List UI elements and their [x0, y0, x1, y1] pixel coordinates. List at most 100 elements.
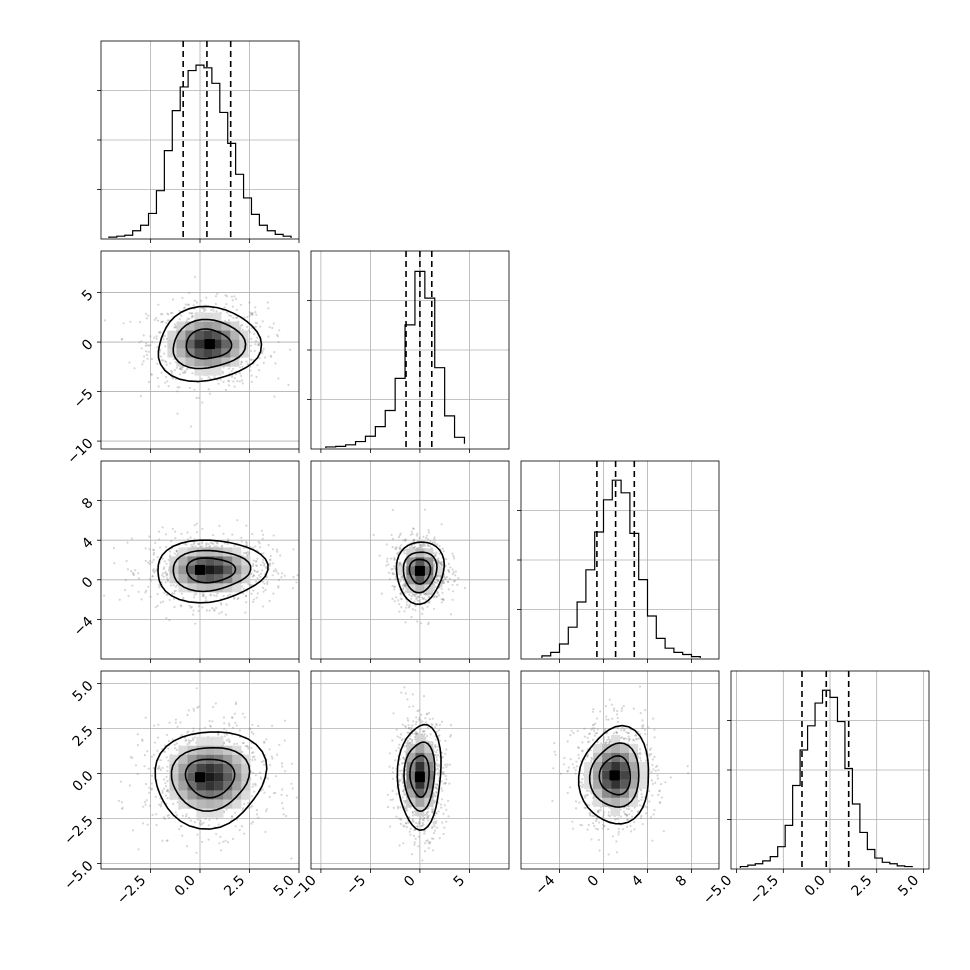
scatter-point	[164, 360, 167, 363]
scatter-point	[399, 562, 402, 566]
scatter-point	[186, 531, 189, 534]
scatter-point	[150, 788, 153, 791]
scatter-point	[202, 594, 205, 598]
scatter-point	[426, 544, 430, 548]
scatter-point	[437, 810, 440, 813]
scatter-point	[247, 583, 250, 586]
scatter-point	[136, 772, 139, 776]
scatter-point	[143, 355, 146, 358]
scatter-point	[188, 317, 191, 320]
scatter-point	[425, 839, 428, 843]
scatter-point	[162, 359, 165, 362]
scatter-point	[398, 534, 401, 537]
scatter-point	[165, 562, 168, 565]
scatter-point	[436, 787, 439, 791]
scatter-point	[435, 812, 438, 815]
scatter-point	[195, 301, 199, 304]
scatter-point	[428, 600, 431, 604]
scatter-point	[427, 740, 430, 743]
scatter-point	[427, 601, 430, 604]
scatter-point	[137, 848, 140, 851]
scatter-point	[209, 541, 212, 544]
scatter-point	[259, 325, 262, 328]
scatter-point	[162, 816, 166, 819]
scatter-point	[399, 822, 402, 826]
scatter-point	[255, 596, 258, 599]
scatter-point	[435, 595, 438, 598]
scatter-point	[225, 729, 228, 732]
scatter-point	[419, 718, 422, 722]
scatter-point	[444, 763, 447, 767]
scatter-point	[169, 362, 172, 365]
scatter-point	[428, 741, 431, 744]
scatter-point	[162, 567, 165, 571]
scatter-point	[155, 335, 158, 338]
scatter-point	[388, 578, 391, 581]
scatter-point	[233, 544, 236, 548]
scatter-point	[260, 777, 263, 780]
scatter-point	[145, 353, 149, 356]
scatter-point	[143, 765, 146, 768]
scatter-point	[165, 593, 168, 596]
scatter-point	[258, 342, 261, 345]
scatter-point	[241, 592, 245, 595]
scatter-point	[166, 578, 169, 582]
scatter-point	[163, 744, 167, 747]
density-cell	[214, 556, 224, 566]
scatter-point	[436, 765, 439, 768]
scatter-point	[231, 533, 234, 536]
scatter-point	[211, 607, 214, 610]
x-tick-label: 5	[451, 873, 469, 891]
scatter-point	[276, 335, 279, 338]
scatter-point	[402, 539, 405, 542]
scatter-point	[440, 598, 443, 601]
density-cell	[178, 565, 188, 575]
scatter-point	[423, 850, 426, 853]
scatter-point	[400, 739, 403, 742]
scatter-point	[250, 822, 253, 825]
scatter-point	[253, 790, 256, 793]
scatter-point	[401, 777, 404, 780]
scatter-point	[398, 564, 401, 567]
scatter-point	[144, 716, 147, 719]
scatter-point	[454, 570, 457, 573]
scatter-point	[420, 622, 423, 625]
scatter-point	[251, 600, 255, 604]
scatter-point	[416, 825, 419, 828]
scatter-point	[438, 723, 441, 727]
scatter-point	[423, 733, 426, 736]
scatter-point	[174, 536, 177, 540]
scatter-point	[451, 568, 454, 571]
scatter-point	[214, 295, 218, 298]
scatter-point	[211, 720, 214, 723]
scatter-point	[410, 595, 413, 598]
scatter-point	[433, 801, 436, 805]
density-cell	[424, 743, 434, 753]
scatter-point	[431, 827, 434, 830]
scatter-point	[401, 769, 404, 772]
scatter-point	[193, 821, 197, 824]
scatter-point	[411, 810, 414, 814]
scatter-point	[245, 540, 248, 544]
scatter-point	[193, 593, 196, 596]
scatter-point	[147, 791, 151, 794]
scatter-point	[588, 740, 591, 743]
scatter-point	[399, 806, 402, 809]
scatter-point	[394, 578, 397, 581]
scatter-point	[160, 371, 163, 374]
scatter-point	[249, 349, 252, 353]
scatter-point	[292, 548, 295, 551]
scatter-point	[424, 536, 428, 540]
scatter-point	[435, 756, 438, 759]
scatter-point	[225, 603, 228, 606]
scatter-point	[404, 538, 407, 541]
scatter-point	[227, 722, 231, 725]
scatter-point	[276, 753, 279, 756]
density-cell	[239, 348, 249, 358]
scatter-point	[218, 842, 221, 845]
scatter-point	[559, 772, 563, 775]
scatter-point	[432, 595, 435, 599]
scatter-point	[221, 370, 224, 373]
scatter-point	[241, 328, 244, 331]
scatter-point	[273, 351, 276, 354]
